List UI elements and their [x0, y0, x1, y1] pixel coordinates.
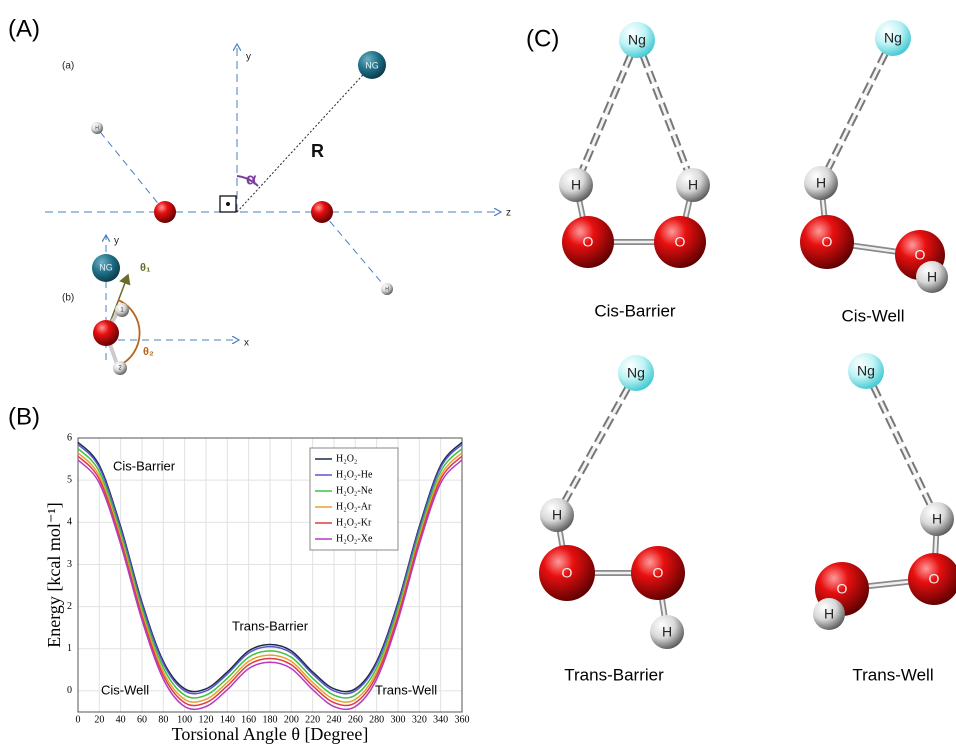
- x-tick-label: 340: [433, 714, 448, 725]
- atom-label: Ng: [857, 363, 875, 379]
- legend-label: H₂O₂-Ar: [336, 501, 372, 512]
- ng-h-contact: [576, 40, 637, 185]
- r-vector: [237, 65, 372, 212]
- y-tick-label: 1: [67, 643, 72, 654]
- annotation: Cis-Well: [101, 682, 149, 697]
- page: (a)yzNGRα(b)yxNGθ₁θ₂12HH 020406080100120…: [0, 0, 956, 745]
- y-tick-label: 0: [67, 685, 72, 696]
- ng-h-contact: [866, 371, 937, 519]
- diagram-label: z: [506, 208, 511, 219]
- annotation: Trans-Well: [375, 682, 437, 697]
- diagram-label: R: [311, 141, 324, 161]
- diagram-label: x: [244, 338, 249, 349]
- annotation: Trans-Barrier: [232, 618, 309, 633]
- dot: [226, 202, 230, 206]
- atom-label: O: [822, 234, 833, 250]
- y-tick-label: 4: [67, 517, 72, 528]
- atom-label: H: [571, 177, 581, 193]
- o-atom: [93, 320, 119, 346]
- x-axis-label: Torsional Angle θ [Degree]: [172, 724, 369, 744]
- oh-bond: [322, 212, 387, 289]
- legend-label: H₂O₂: [336, 453, 357, 464]
- x-tick-label: 60: [137, 714, 147, 725]
- atom-label: H: [927, 269, 937, 285]
- ng-h-contact: [821, 38, 893, 183]
- x-tick-label: 40: [116, 714, 126, 725]
- atom-label: O: [929, 571, 940, 587]
- diagram-label: H: [95, 125, 99, 131]
- panel-label: (B): [8, 403, 40, 430]
- x-tick-label: 80: [158, 714, 168, 725]
- y-tick-label: 2: [67, 601, 72, 612]
- x-tick-label: 300: [391, 714, 406, 725]
- x-tick-label: 20: [94, 714, 104, 725]
- diagram-label: NG: [365, 60, 379, 70]
- diagram-label: H: [385, 286, 389, 292]
- legend-label: H₂O₂-He: [336, 469, 373, 480]
- atom-label: Ng: [627, 365, 645, 381]
- atom-label: O: [583, 234, 594, 250]
- atom-label: Ng: [628, 32, 646, 48]
- diagram-label: α: [246, 169, 257, 188]
- x-tick-label: 0: [76, 714, 81, 725]
- figure: (a)yzNGRα(b)yxNGθ₁θ₂12HH 020406080100120…: [0, 0, 956, 745]
- y-tick-label: 3: [67, 559, 72, 570]
- y-axis-label: Energy [kcal mol⁻¹]: [44, 502, 64, 648]
- atom-label: H: [816, 175, 826, 191]
- diagram-label: θ₁: [140, 262, 151, 274]
- structure-caption: Trans-Well: [852, 665, 933, 684]
- structure-caption: Trans-Barrier: [564, 665, 664, 684]
- y-tick-label: 6: [67, 432, 72, 443]
- annotation: Cis-Barrier: [113, 458, 176, 473]
- atom-label: O: [653, 565, 664, 581]
- structure-caption: Cis-Barrier: [594, 301, 676, 320]
- ng-h-contact: [557, 373, 636, 515]
- diagram-label: θ₂: [143, 346, 154, 358]
- oh-bond: [97, 128, 165, 212]
- diagram-label: y: [246, 52, 251, 63]
- chart: 0204060801001201401601802002202402602803…: [44, 432, 469, 744]
- diagram-label: y: [114, 236, 119, 247]
- atom-label: H: [552, 507, 562, 523]
- atom-label: O: [915, 247, 926, 263]
- structure-caption: Cis-Well: [842, 306, 905, 325]
- atom-label: H: [932, 511, 942, 527]
- diagram-label: NG: [99, 262, 113, 272]
- atom-label: O: [675, 234, 686, 250]
- panel-label: (A): [8, 15, 40, 42]
- o-atom: [311, 201, 333, 223]
- legend-label: H₂O₂-Kr: [336, 517, 372, 528]
- diagram-label: (a): [62, 61, 74, 72]
- ng-h-contact: [637, 40, 693, 185]
- atom-label: H: [688, 177, 698, 193]
- atom-label: Ng: [884, 30, 902, 46]
- atom-label: H: [824, 606, 834, 622]
- x-tick-label: 280: [369, 714, 384, 725]
- o-atom: [154, 201, 176, 223]
- labels: (A) (B) (C): [8, 15, 559, 430]
- x-tick-label: 320: [412, 714, 427, 725]
- legend-label: H₂O₂-Ne: [336, 485, 373, 496]
- atom-label: H: [662, 624, 672, 640]
- legend-label: H₂O₂-Xe: [336, 533, 373, 544]
- x-tick-label: 360: [455, 714, 470, 725]
- atom-label: O: [837, 581, 848, 597]
- diagram-label: (b): [62, 293, 74, 304]
- atom-label: O: [562, 565, 573, 581]
- y-tick-label: 5: [67, 474, 72, 485]
- panel-label: (C): [526, 25, 559, 52]
